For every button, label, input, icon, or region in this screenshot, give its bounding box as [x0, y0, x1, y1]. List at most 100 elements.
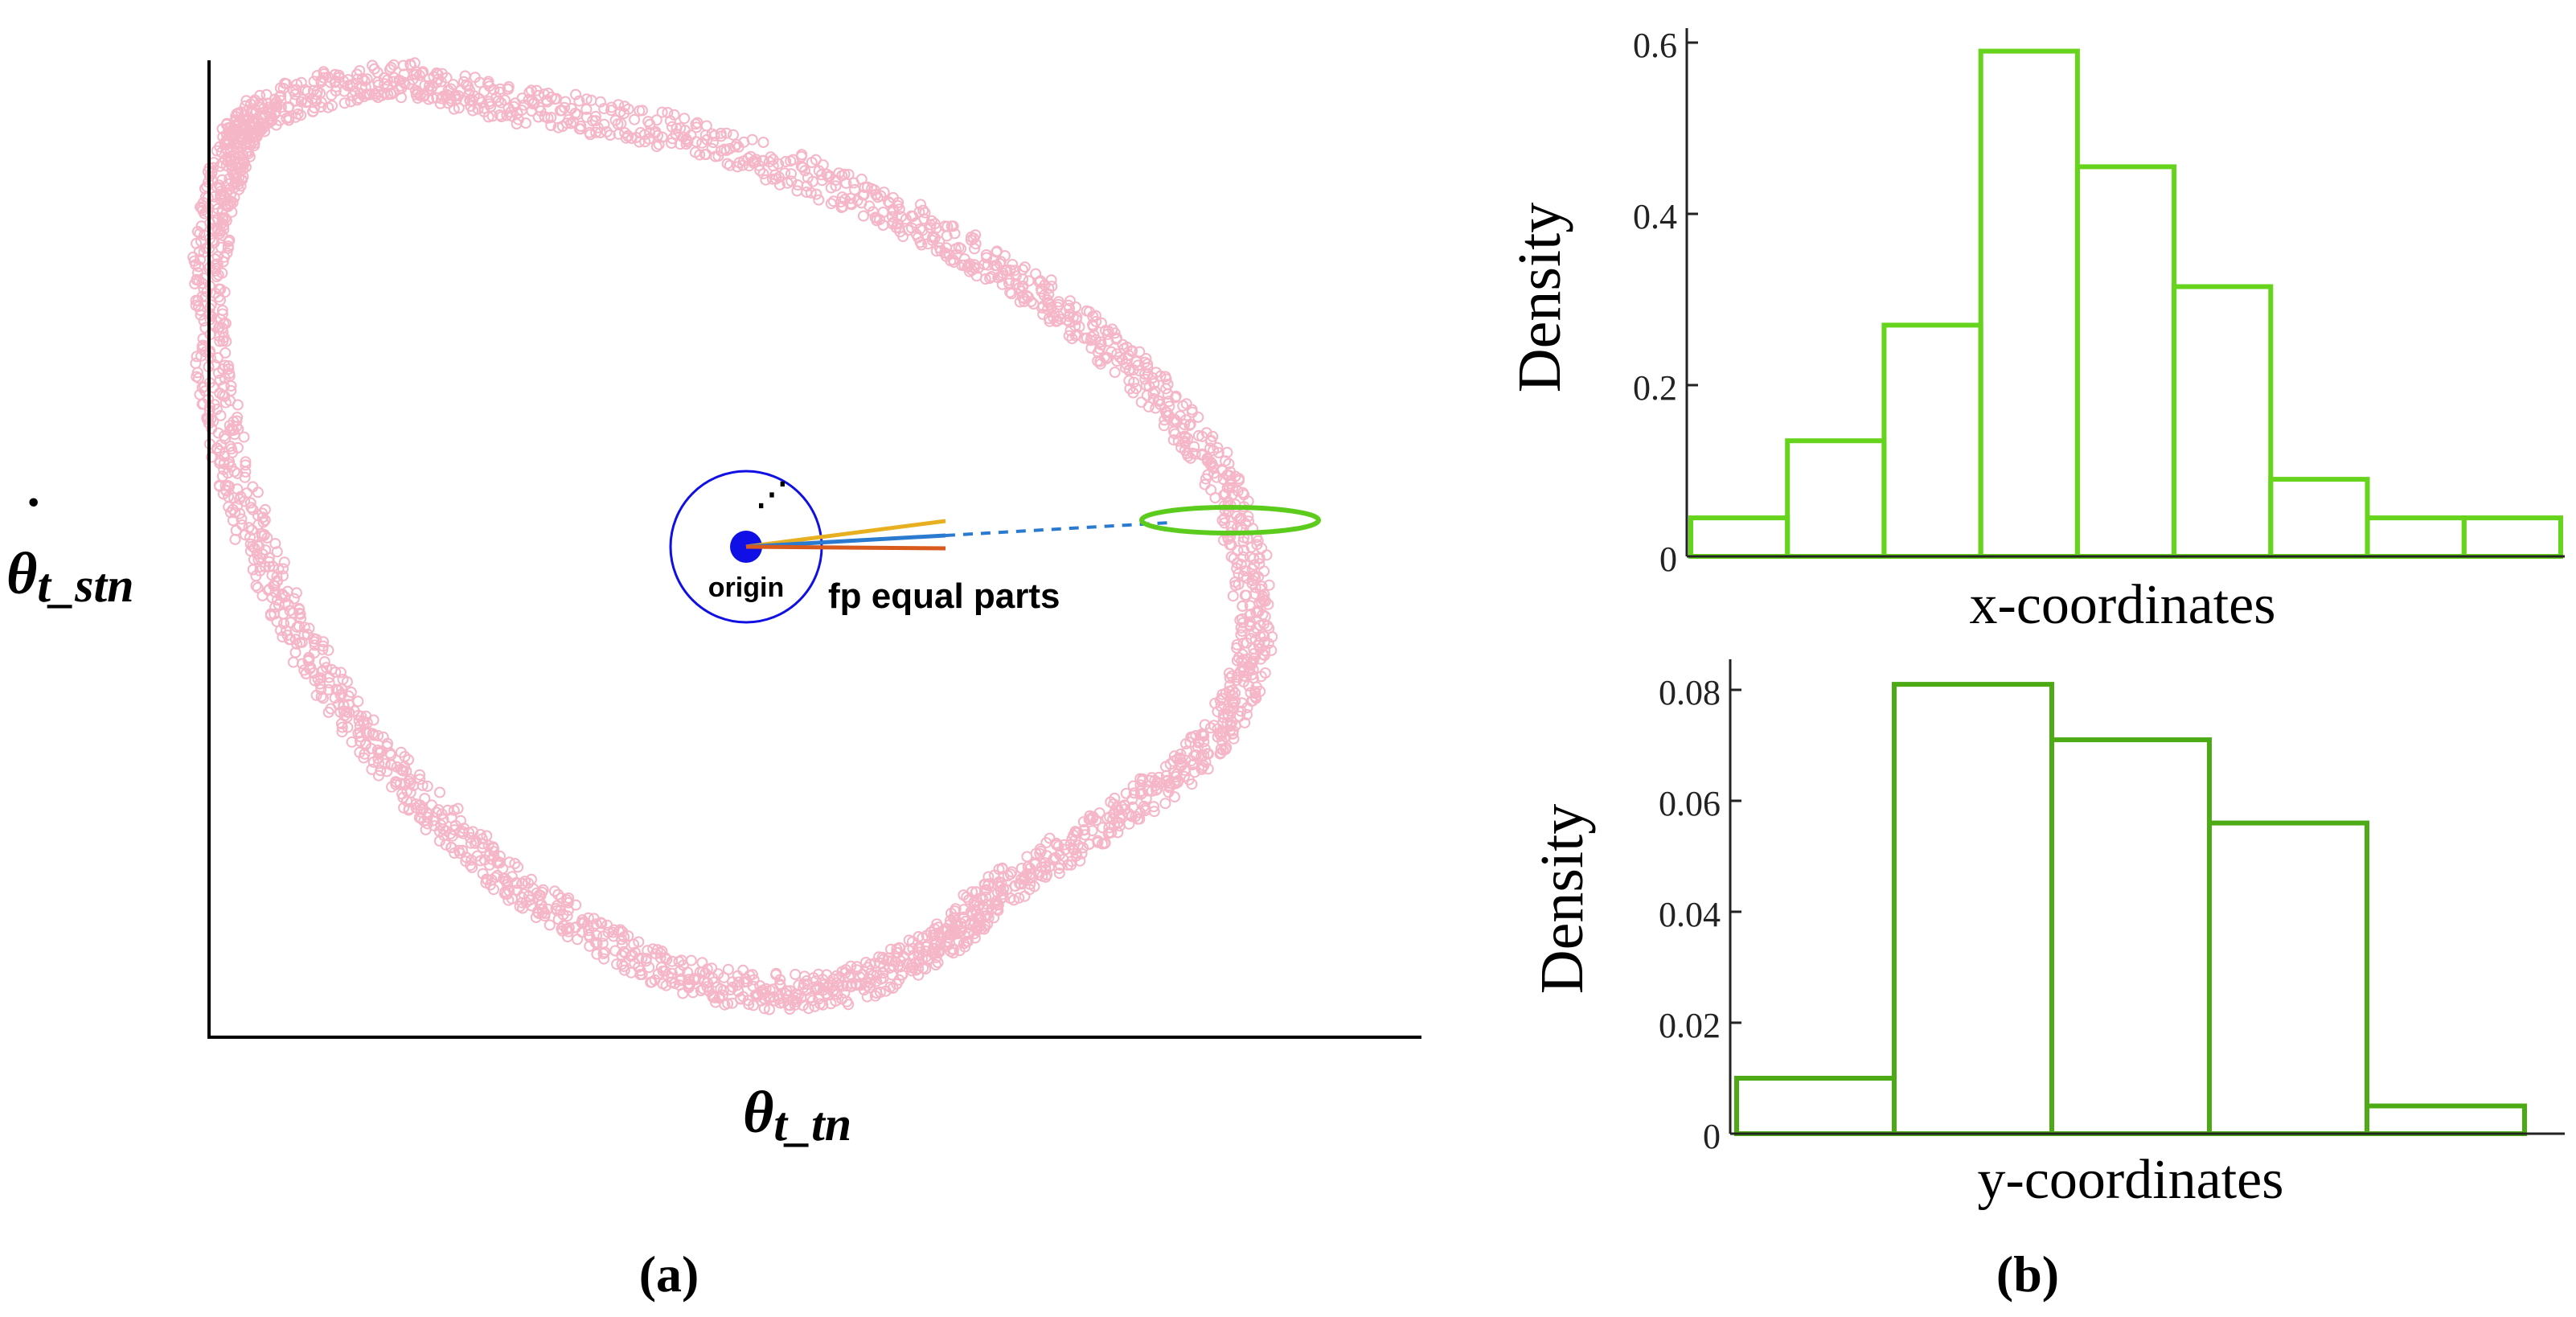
trajectory-point [590, 126, 602, 138]
trajectory-point [317, 640, 329, 652]
trajectory-point [764, 1003, 775, 1015]
trajectory-point [1134, 346, 1146, 358]
trajectory-point [214, 374, 226, 386]
extension-dashed-line [945, 521, 1171, 537]
trajectory-point [864, 958, 876, 970]
trajectory-point [1204, 442, 1216, 454]
trajectory-point [334, 706, 347, 718]
trajectory-point [601, 125, 613, 137]
x-hist-tick-label: 0 [1659, 540, 1677, 579]
trajectory-point [1199, 719, 1211, 731]
trajectory-point [1216, 515, 1229, 526]
trajectory-point [1069, 844, 1080, 856]
trajectory-point [222, 240, 234, 252]
trajectory-point [315, 683, 327, 695]
trajectory-point [252, 486, 264, 498]
trajectory-point [864, 977, 876, 989]
trajectory-point [1233, 474, 1245, 486]
trajectory-point [1123, 375, 1135, 387]
trajectory-point [984, 273, 996, 284]
trajectory-point [773, 178, 786, 191]
trajectory-point [246, 524, 258, 536]
trajectory-point [1225, 539, 1237, 551]
trajectory-point [617, 938, 628, 950]
y-hist-x-label: y-coordinates [1978, 1149, 2284, 1211]
trajectory-point [361, 73, 373, 85]
trajectory-point [979, 273, 991, 285]
trajectory-point [549, 885, 560, 897]
y-label-sub: t_stn [37, 559, 133, 612]
trajectory-point [1219, 517, 1231, 529]
trajectory-point [641, 953, 652, 965]
trajectory-point [412, 88, 425, 100]
trajectory-point [354, 746, 366, 758]
trajectory-point [562, 905, 574, 917]
trajectory-point [1103, 822, 1115, 834]
trajectory-point [1237, 676, 1249, 687]
trajectory-point [684, 978, 696, 990]
trajectory-point [214, 321, 226, 333]
trajectory-point [1127, 387, 1139, 399]
trajectory-point [388, 72, 400, 84]
trajectory-point [477, 868, 489, 880]
trajectory-point [634, 136, 646, 148]
trajectory-point [679, 113, 691, 125]
trajectory-point [712, 150, 724, 162]
trajectory-point [322, 101, 334, 113]
trajectory-point [960, 936, 972, 948]
x-hist-bar [1881, 322, 1983, 559]
trajectory-point [1040, 850, 1052, 862]
panel-b-caption: (b) [1996, 1245, 2059, 1303]
trajectory-point [487, 841, 499, 853]
trajectory-point [1064, 295, 1076, 307]
trajectory-point [1188, 441, 1200, 453]
trajectory-point [825, 198, 837, 210]
trajectory-point [1192, 411, 1204, 423]
panel-a-phase-plot: ⋰ origin fp equal parts θt_stn ˙ θt_tn (… [6, 57, 1421, 1303]
trajectory-point [713, 992, 725, 1004]
trajectory-point [1025, 296, 1037, 308]
trajectory-point [352, 727, 364, 739]
trajectory-point [216, 174, 228, 186]
trajectory-point [226, 422, 238, 434]
trajectory-point [1067, 843, 1079, 855]
trajectory-point [578, 917, 590, 928]
trajectory-point [1179, 431, 1192, 443]
trajectory-point [1182, 450, 1194, 462]
trajectory-point [1115, 801, 1127, 813]
x-hist-bar [1785, 438, 1887, 560]
trajectory-point [906, 965, 918, 977]
trajectory-point [1208, 445, 1220, 457]
trajectory-point [989, 897, 1001, 909]
trajectory-point [833, 972, 845, 984]
trajectory-point [494, 109, 506, 121]
trajectory-point [981, 252, 993, 264]
trajectory-point [271, 101, 283, 113]
trajectory-point [552, 888, 564, 901]
trajectory-point [799, 165, 811, 177]
trajectory-point [434, 786, 445, 798]
trajectory-point [917, 932, 929, 944]
trajectory-point [1120, 787, 1132, 799]
trajectory-point [877, 972, 889, 984]
trajectory-point [1053, 868, 1065, 880]
trajectory-point [1214, 748, 1226, 760]
trajectory-point [563, 892, 575, 904]
trajectory-point [1233, 710, 1245, 722]
trajectory-point [1052, 840, 1064, 852]
trajectory-point [265, 609, 277, 622]
trajectory-point [988, 254, 999, 266]
trajectory-point [1227, 590, 1239, 602]
trajectory-point [1043, 288, 1055, 300]
trajectory-point [926, 234, 938, 246]
intersection-ellipse [1139, 505, 1321, 535]
trajectory-point [858, 189, 870, 201]
trajectory-point [247, 503, 259, 515]
trajectory-point [1034, 847, 1046, 860]
trajectory-point [932, 957, 944, 969]
trajectory-point [224, 189, 236, 201]
trajectory-point [875, 190, 887, 202]
trajectory-point [293, 607, 306, 619]
trajectory-point [277, 563, 289, 575]
trajectory-point [1058, 839, 1070, 851]
